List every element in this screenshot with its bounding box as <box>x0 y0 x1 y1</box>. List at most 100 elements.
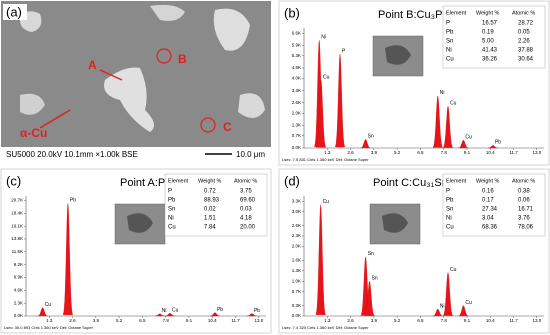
peak <box>210 312 220 317</box>
x-tick-label: 3.9 <box>371 318 378 323</box>
y-tick-label: 0.0K <box>14 313 23 318</box>
peak-label: Ni <box>162 308 167 314</box>
table-cell: 68.36 <box>482 225 498 231</box>
table-header: Weight % <box>476 178 500 184</box>
spectrum-title: Point C:Cu₃₁Sn₈ <box>373 177 452 189</box>
y-tick-label: 3.3K <box>292 198 301 203</box>
table-cell: 16.57 <box>482 21 498 27</box>
table-cell: 3.76 <box>518 216 530 222</box>
sem-scale: 10.0 μm <box>236 150 265 159</box>
table-cell: 0.06 <box>518 198 530 204</box>
spectrum-panel: 0.0K 0.3K 0.7K 1.0K 1.3K 1.6K 2.0K 2.3K 2.6K 3.0K… <box>278 168 550 334</box>
x-tick-label: 7.8 <box>163 318 170 323</box>
peak-label: P <box>342 48 346 54</box>
particle <box>238 93 265 119</box>
peak <box>364 280 375 316</box>
peak-label: Cu <box>45 302 52 308</box>
marker-arrow <box>39 109 71 129</box>
panel-label-bg <box>3 4 27 20</box>
peak <box>334 54 346 148</box>
table-cell: 41.43 <box>482 48 498 54</box>
spectrum-panel: 0.0K 2.3K 4.6K 6.9K 9.2K 11.5K 13.8K 16.1K 18.4K… <box>0 168 272 334</box>
x-tick-label: 13.0 <box>532 318 541 323</box>
y-tick-label: 2.0K <box>292 244 301 249</box>
x-tick-label: 10.4 <box>486 150 495 155</box>
y-tick-label: 1.6K <box>292 258 301 263</box>
panel-label: (a) <box>6 4 22 19</box>
table-cell: 3.75 <box>240 189 252 195</box>
x-tick-label: 9.1 <box>186 318 193 323</box>
peak <box>62 203 73 315</box>
table-cell: Ni <box>446 216 452 222</box>
table-cell: Pb <box>168 198 176 204</box>
table-cell: 0.02 <box>204 207 216 213</box>
particle <box>213 8 250 51</box>
peak <box>432 308 443 317</box>
x-tick-label: 2.6 <box>347 150 354 155</box>
table-cell: 69.60 <box>240 198 256 204</box>
table-cell: P <box>446 21 450 27</box>
peak-label: Pb <box>495 140 501 146</box>
y-tick-label: 0.3K <box>292 303 301 308</box>
table-cell: 3.04 <box>482 216 494 222</box>
y-tick-label: 11.5K <box>12 249 23 254</box>
y-tick-label: 3.3K <box>292 88 301 93</box>
x-tick-label: 5.2 <box>116 318 123 323</box>
table-cell: Cu <box>168 225 176 231</box>
table-cell: 0.16 <box>482 189 494 195</box>
table-header: Atomic % <box>234 178 257 184</box>
sem-image: SU5000 20.0kV 10.1mm ×1.00k BSE 10.0 μm … <box>1 1 271 162</box>
y-tick-label: 2.0K <box>292 110 301 115</box>
table-cell: 0.17 <box>482 198 494 204</box>
peak-label: Pb <box>70 198 76 204</box>
y-tick-label: 3.0K <box>292 209 301 214</box>
peak-label: Cu <box>172 308 179 314</box>
table-cell: 30.64 <box>518 57 534 63</box>
marker-label: A <box>88 58 97 72</box>
marker-label: α-Cu <box>20 126 47 140</box>
peak <box>37 307 48 317</box>
y-tick-label: 0.7K <box>292 133 301 138</box>
table-header: Element <box>446 178 467 184</box>
table-header: Weight % <box>198 178 222 184</box>
x-tick-label: 3.9 <box>93 318 100 323</box>
table-cell: Cu <box>446 225 454 231</box>
y-tick-label: 1.0K <box>292 278 301 283</box>
marker-label: B <box>178 52 187 66</box>
peak-label: Ni <box>440 303 445 309</box>
x-tick-label: 7.8 <box>441 318 448 323</box>
table-cell: 5.00 <box>482 39 494 45</box>
table-bg <box>442 173 546 237</box>
x-tick-label: 5.2 <box>394 150 401 155</box>
y-tick-label: 0.7K <box>292 289 301 294</box>
table-cell: 0.38 <box>518 189 530 195</box>
y-tick-label: 9.2K <box>14 262 23 267</box>
peak-label: Sn <box>368 134 374 140</box>
peak <box>315 204 326 315</box>
particle <box>104 67 154 132</box>
x-tick-label: 13.0 <box>254 318 263 323</box>
panel-label: (c) <box>6 173 21 188</box>
x-tick-label: 6.5 <box>417 150 424 155</box>
table-cell: 0.05 <box>518 30 530 36</box>
x-tick-label: 2.6 <box>69 318 76 323</box>
peak <box>154 313 165 317</box>
table-cell: Sn <box>446 207 453 213</box>
x-tick-label: 11.7 <box>509 150 518 155</box>
table-header: Weight % <box>476 10 500 16</box>
x-tick-label: 1.3 <box>46 318 53 323</box>
table-cell: 1.51 <box>204 216 216 222</box>
y-tick-label: 2.3K <box>292 233 301 238</box>
inset-particle <box>385 45 411 65</box>
peak-label: Cu <box>450 101 457 107</box>
y-tick-label: 1.3K <box>292 268 301 273</box>
peak <box>458 139 469 149</box>
marker-label: C <box>223 120 232 134</box>
inset-particle <box>382 213 408 233</box>
y-tick-label: 18.4K <box>11 210 23 215</box>
table-header: Element <box>446 10 467 16</box>
panel-label: (b) <box>284 5 300 20</box>
y-tick-label: 4.6K <box>14 288 23 293</box>
peak <box>488 145 498 149</box>
